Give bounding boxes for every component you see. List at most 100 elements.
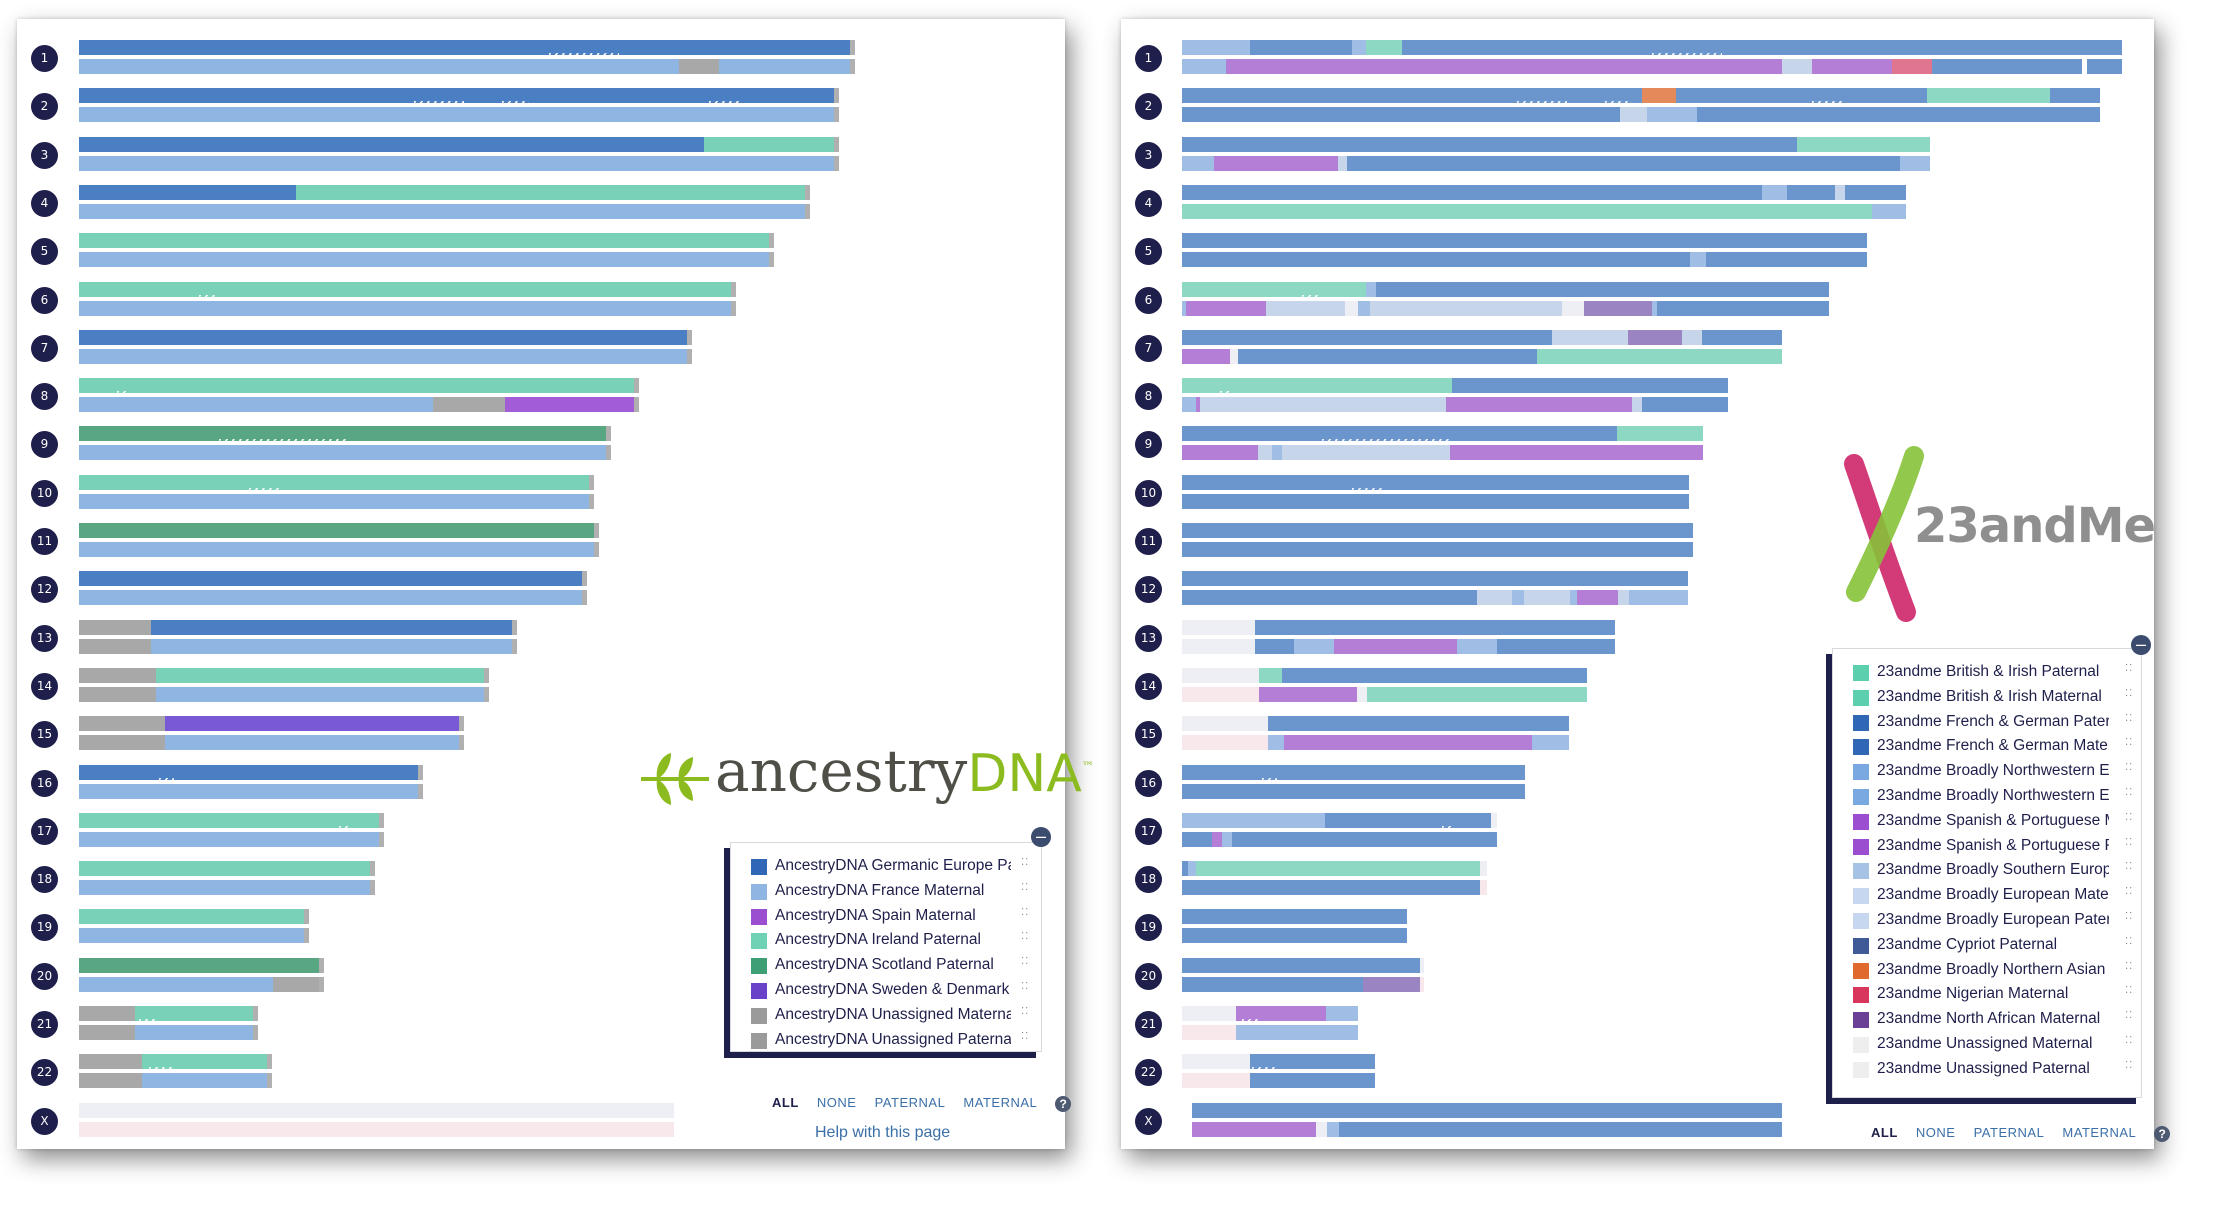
ancestry-segment[interactable] bbox=[1186, 300, 1266, 316]
ancestry-segment[interactable] bbox=[1532, 735, 1569, 751]
ancestry-segment[interactable] bbox=[1352, 40, 1366, 55]
ancestry-segment[interactable] bbox=[1657, 300, 1829, 316]
ancestry-segment[interactable] bbox=[1357, 686, 1367, 702]
ancestry-segment[interactable] bbox=[1182, 976, 1363, 992]
ancestry-segment[interactable] bbox=[79, 638, 151, 654]
ancestry-segment[interactable] bbox=[156, 667, 484, 683]
ancestry-segment[interactable] bbox=[1182, 40, 1250, 55]
drag-handle-icon[interactable]: ⁚⁚ bbox=[1021, 1005, 1030, 1017]
ancestry-segment[interactable] bbox=[79, 928, 304, 944]
ancestry-segment[interactable] bbox=[1250, 1054, 1375, 1070]
ancestry-segment[interactable] bbox=[1238, 348, 1537, 364]
help-icon[interactable]: ? bbox=[2154, 1125, 2171, 1142]
ancestry-segment[interactable] bbox=[1226, 59, 1782, 74]
23andme-legend-item[interactable]: 23andme Cypriot Paternal ⁚⁚ bbox=[1853, 934, 2143, 958]
filter-paternal[interactable]: PATERNAL bbox=[874, 1095, 946, 1110]
ancestry-segment[interactable] bbox=[1706, 252, 1867, 268]
ancestry-segment[interactable] bbox=[1376, 281, 1829, 297]
ancestry-segment[interactable] bbox=[79, 861, 370, 877]
ancestry-legend-item[interactable]: AncestryDNA France Maternal ⁚⁚ bbox=[751, 880, 1041, 904]
ancestry-segment[interactable] bbox=[1222, 831, 1232, 847]
ancestry-segment[interactable] bbox=[1182, 426, 1617, 442]
ancestry-segment[interactable] bbox=[1370, 300, 1562, 316]
ancestry-segment[interactable] bbox=[1927, 88, 2050, 104]
ancestry-segment[interactable] bbox=[151, 638, 512, 654]
ancestry-segment[interactable] bbox=[1182, 252, 1690, 268]
ancestry-segment[interactable] bbox=[1325, 812, 1491, 828]
ancestry-segment[interactable] bbox=[1182, 686, 1259, 702]
ancestry-legend-item[interactable]: AncestryDNA Unassigned Paterna ⁚⁚ bbox=[751, 1029, 1041, 1053]
filter-all[interactable]: ALL bbox=[1871, 1125, 1898, 1140]
ancestry-segment[interactable] bbox=[1182, 203, 1872, 219]
ancestry-segment[interactable] bbox=[1182, 590, 1477, 606]
drag-handle-icon[interactable]: ⁚⁚ bbox=[2125, 935, 2134, 947]
ancestry-segment[interactable] bbox=[1570, 590, 1577, 606]
23andme-legend-item[interactable]: 23andme Nigerian Maternal ⁚⁚ bbox=[1853, 983, 2143, 1007]
ancestry-segment[interactable] bbox=[1652, 300, 1657, 316]
ancestry-segment[interactable] bbox=[79, 667, 156, 683]
ancestry-segment[interactable] bbox=[1182, 880, 1480, 896]
ancestry-segment[interactable] bbox=[1182, 523, 1693, 538]
ancestry-legend-item[interactable]: AncestryDNA Unassigned Materna ⁚⁚ bbox=[751, 1004, 1041, 1028]
drag-handle-icon[interactable]: ⁚⁚ bbox=[1021, 906, 1030, 918]
ancestry-segment[interactable] bbox=[1182, 571, 1688, 587]
drag-handle-icon[interactable]: ⁚⁚ bbox=[1021, 881, 1030, 893]
ancestry-segment[interactable] bbox=[1457, 638, 1497, 654]
23andme-legend-item[interactable]: 23andme Broadly Northwestern Eu ⁚⁚ bbox=[1853, 785, 2143, 809]
filter-maternal[interactable]: MATERNAL bbox=[2062, 1125, 2137, 1140]
ancestry-segment[interactable] bbox=[1326, 1006, 1358, 1021]
ancestry-segment[interactable] bbox=[1787, 184, 1835, 200]
ancestry-segment[interactable] bbox=[1339, 1121, 1782, 1137]
ancestry-segment[interactable] bbox=[165, 735, 459, 751]
ancestry-segment[interactable] bbox=[1697, 107, 1712, 123]
ancestry-segment[interactable] bbox=[1932, 59, 2082, 74]
ancestry-segment[interactable] bbox=[1524, 590, 1570, 606]
ancestry-segment[interactable] bbox=[1266, 300, 1345, 316]
filter-none[interactable]: NONE bbox=[816, 1095, 857, 1110]
ancestry-segment[interactable] bbox=[433, 397, 505, 413]
drag-handle-icon[interactable]: ⁚⁚ bbox=[1021, 981, 1030, 992]
ancestry-segment[interactable] bbox=[1182, 59, 1226, 74]
ancestry-legend-item[interactable]: AncestryDNA Sweden & Denmark ⁚⁚ bbox=[751, 979, 1041, 1003]
ancestry-segment[interactable] bbox=[1182, 812, 1325, 828]
ancestry-segment[interactable] bbox=[1676, 88, 1927, 104]
ancestry-segment[interactable] bbox=[1497, 638, 1615, 654]
ancestry-segment[interactable] bbox=[79, 300, 731, 316]
ancestry-segment[interactable] bbox=[1284, 735, 1532, 751]
ancestry-segment[interactable] bbox=[79, 716, 165, 732]
ancestry-segment[interactable] bbox=[1182, 348, 1230, 364]
ancestry-segment[interactable] bbox=[1617, 426, 1703, 442]
23andme-legend-item[interactable]: 23andme Broadly Northern Asian I ⁚⁚ bbox=[1853, 959, 2143, 983]
23andme-legend-item[interactable]: 23andme Broadly Northwestern Eu ⁚⁚ bbox=[1853, 760, 2143, 784]
23andme-legend-item[interactable]: 23andme Unassigned Paternal ⁚⁚ bbox=[1853, 1058, 2143, 1082]
ancestry-segment[interactable] bbox=[1182, 233, 1867, 249]
ancestry-segment[interactable] bbox=[1712, 107, 2100, 123]
ancestry-segment[interactable] bbox=[1182, 909, 1407, 925]
ancestry-segment[interactable] bbox=[1182, 667, 1259, 683]
ancestry-segment[interactable] bbox=[79, 735, 165, 751]
ancestry-segment[interactable] bbox=[1236, 1025, 1358, 1040]
ancestry-segment[interactable] bbox=[79, 783, 418, 799]
23andme-legend-item[interactable]: 23andme British & Irish Maternal ⁚⁚ bbox=[1853, 686, 2143, 710]
ancestry-segment[interactable] bbox=[142, 1054, 267, 1070]
ancestry-segment[interactable] bbox=[79, 976, 273, 992]
ancestry-segment[interactable] bbox=[79, 107, 834, 123]
ancestry-segment[interactable] bbox=[79, 184, 296, 200]
ancestry-segment[interactable] bbox=[79, 397, 433, 413]
ancestry-segment[interactable] bbox=[1900, 155, 1930, 171]
ancestry-segment[interactable] bbox=[1182, 783, 1525, 799]
ancestry-segment[interactable] bbox=[1182, 155, 1214, 171]
ancestry-segment[interactable] bbox=[79, 445, 606, 461]
ancestry-segment[interactable] bbox=[1647, 107, 1697, 123]
drag-handle-icon[interactable]: ⁚⁚ bbox=[2125, 861, 2134, 873]
drag-handle-icon[interactable]: ⁚⁚ bbox=[2125, 762, 2134, 774]
ancestry-segment[interactable] bbox=[79, 686, 156, 702]
23andme-legend-item[interactable]: 23andme North African Maternal ⁚⁚ bbox=[1853, 1008, 2143, 1032]
drag-handle-icon[interactable]: ⁚⁚ bbox=[2125, 911, 2134, 922]
ancestry-segment[interactable] bbox=[1872, 203, 1906, 219]
drag-handle-icon[interactable]: ⁚⁚ bbox=[2125, 1010, 2134, 1022]
ancestry-segment[interactable] bbox=[1182, 378, 1452, 394]
ancestry-segment[interactable] bbox=[79, 281, 731, 297]
ancestry-segment[interactable] bbox=[79, 233, 769, 249]
ancestry-segment[interactable] bbox=[1214, 155, 1338, 171]
